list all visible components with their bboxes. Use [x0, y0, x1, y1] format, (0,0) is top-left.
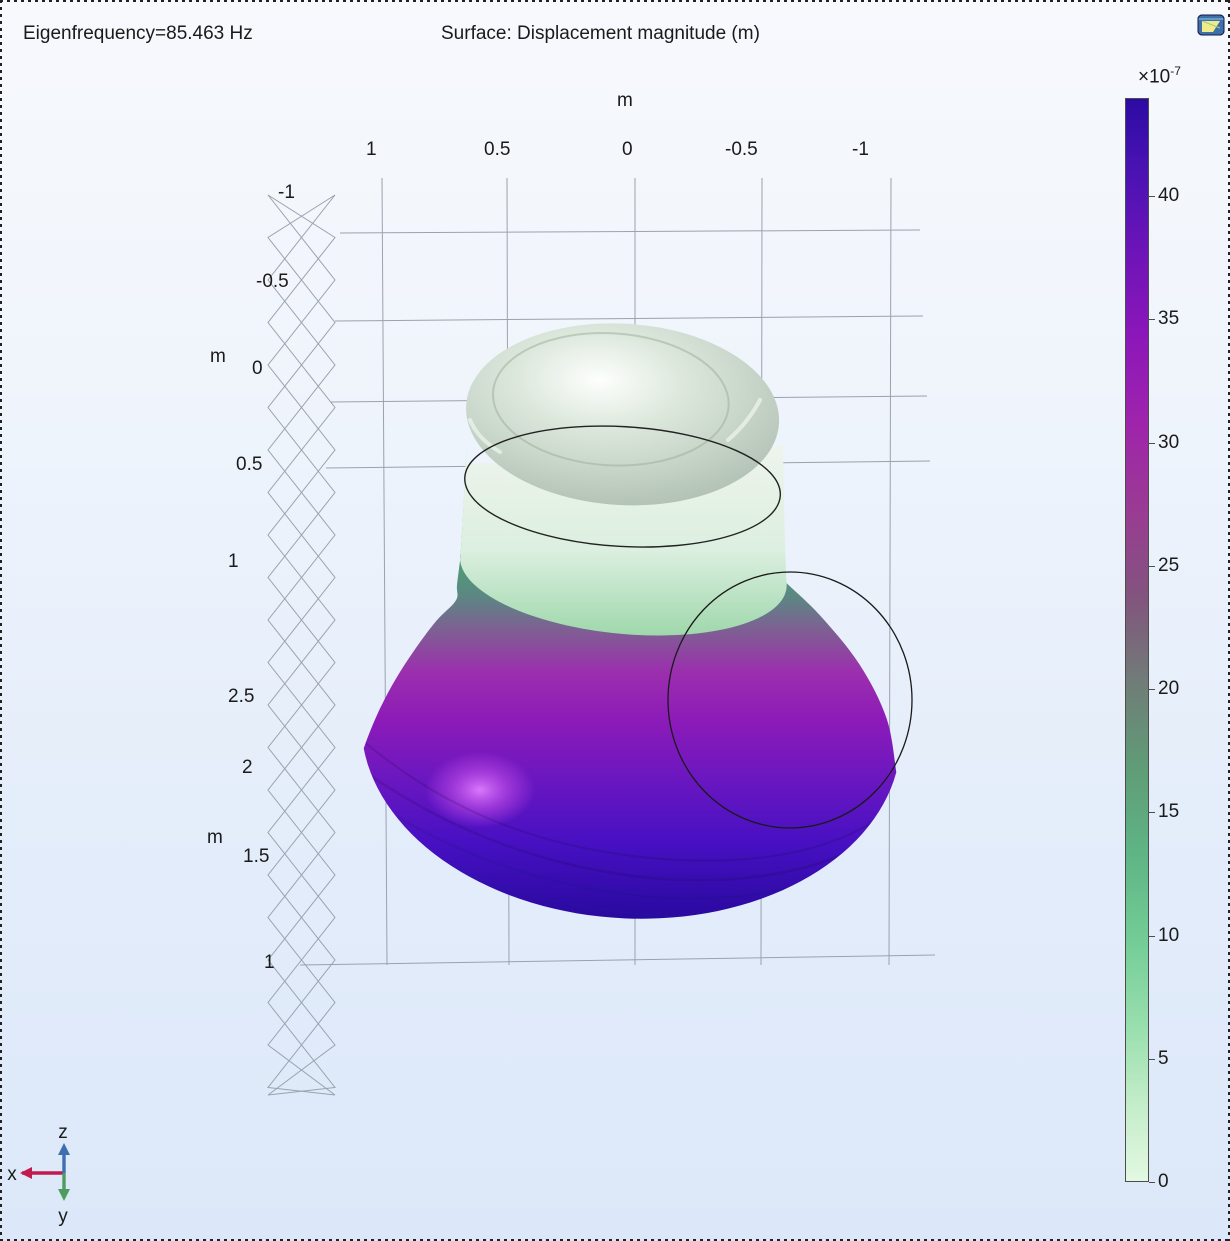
svg-text:x: x	[7, 1164, 17, 1185]
svg-text:y: y	[58, 1206, 68, 1227]
svg-text:z: z	[58, 1122, 68, 1143]
